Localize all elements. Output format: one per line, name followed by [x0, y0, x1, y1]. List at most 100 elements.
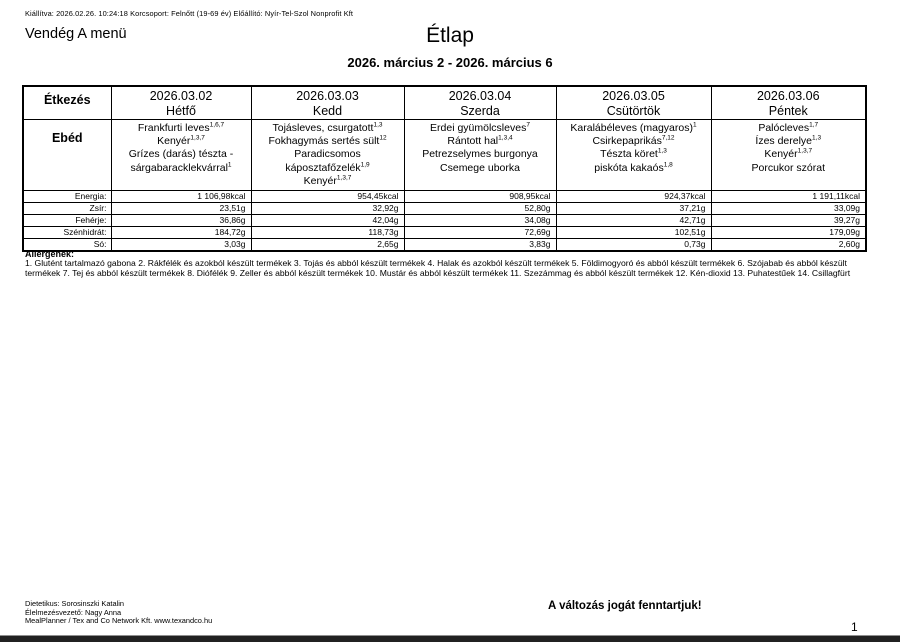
- nutrition-label: Fehérje:: [22, 214, 112, 227]
- nutrition-value-day-3: 3,83g: [403, 238, 557, 252]
- nutrition-value-day-3: 908,95kcal: [403, 190, 557, 203]
- issue-info-line: Kiállítva: 2026.02.26. 10:24:18 Korcsopo…: [25, 9, 354, 18]
- allergen-superscript: 1,3: [657, 147, 667, 155]
- nutrition-value-day-1: 3,03g: [110, 238, 252, 252]
- nutrition-value-day-2: 954,45kcal: [250, 190, 405, 203]
- dish-item: Grízes (darás) tészta - sárgabaracklekvá…: [128, 148, 234, 174]
- dish-item: Fokhagymás sertés sült12: [268, 134, 387, 148]
- dish-item: Csirkepaprikás7,12: [592, 134, 675, 148]
- day-header-2: 2026.03.03 Kedd: [250, 85, 405, 120]
- day-name: Hétfő: [166, 104, 196, 118]
- nutrition-value-day-4: 42,71g: [555, 214, 712, 227]
- change-disclaimer: A változás jogát fenntartjuk!: [548, 600, 702, 612]
- nutrition-row-4: Szénhidrát: 184,72g 118,73g 72,69g 102,51g 17…: [22, 226, 867, 239]
- dish-item: Petrezselymes burgonya: [422, 148, 538, 161]
- day-date: 2026.03.03: [296, 89, 359, 103]
- nutrition-value-day-5: 1 191,11kcal: [710, 190, 867, 203]
- nutrition-value-day-3: 34,08g: [403, 214, 557, 227]
- day-header-1: 2026.03.02 Hétfő: [110, 85, 252, 120]
- menu-name: Vendég A menü: [25, 26, 127, 42]
- dish-item: Porcukor szórat: [751, 161, 826, 174]
- day-date: 2026.03.05: [602, 89, 665, 103]
- meals-column-header: Étkezés: [22, 85, 112, 120]
- allergen-superscript: 1,6,7: [209, 121, 225, 129]
- nutrition-value-day-4: 37,21g: [555, 202, 712, 215]
- nutrition-value-day-2: 32,92g: [250, 202, 405, 215]
- lunch-cell-day-4: Karalábéleves (magyaros)1 Csirkepaprikás7…: [555, 119, 712, 191]
- day-header-5: 2026.03.06 Péntek: [710, 85, 867, 120]
- nutrition-row-2: Zsír: 23,51g 32,92g 52,80g 37,21g 33,09g: [22, 202, 867, 215]
- nutrition-label: Energia:: [22, 190, 112, 203]
- allergen-superscript: 1,3,7: [336, 174, 352, 182]
- dish-item: Rántott hal1,3,4: [447, 134, 513, 148]
- software-credit-line: MealPlanner / Tex and Co Network Kft. ww…: [25, 616, 213, 626]
- day-name: Péntek: [768, 104, 808, 118]
- nutrition-value-day-4: 0,73g: [555, 238, 712, 252]
- dish-item: Csemege uborka: [440, 161, 520, 174]
- nutrition-value-day-5: 39,27g: [710, 214, 867, 227]
- dish-item: Tojásleves, csurgatott1,3: [272, 121, 383, 134]
- nutrition-value-day-2: 2,65g: [250, 238, 405, 252]
- page-number: 1: [851, 620, 858, 634]
- lunch-cell-day-5: Palócleves1,7 Ízes derelye1,3 Kenyér1,3,7 P…: [710, 119, 867, 191]
- day-date: 2026.03.02: [149, 89, 213, 103]
- nutrition-label: Zsír:: [22, 202, 112, 215]
- day-name: Kedd: [312, 104, 343, 118]
- nutrition-value-day-4: 924,37kcal: [555, 190, 712, 203]
- allergen-superscript: 1,3,7: [797, 147, 813, 155]
- day-name: Csütörtök: [606, 104, 661, 118]
- allergen-superscript: 7,12: [661, 134, 675, 142]
- nutrition-value-day-1: 184,72g: [110, 226, 252, 239]
- day-header-4: 2026.03.05 Csütörtök: [555, 85, 712, 120]
- page-bottom-edge: [0, 635, 900, 642]
- dish-item: Kenyér1,3,7: [303, 174, 352, 187]
- dietitian-line: Dietetikus: Sorosinszki Katalin: [25, 599, 124, 608]
- nutrition-value-day-2: 42,04g: [250, 214, 405, 227]
- dish-item: piskóta kakaós1,8: [594, 161, 673, 174]
- dish-item: Paradicsomos káposztafőzelék1,9: [285, 148, 370, 174]
- nutrition-value-day-5: 2,60g: [710, 238, 867, 252]
- nutrition-label: Szénhidrát:: [22, 226, 112, 239]
- lunch-cell-day-3: Erdei gyümölcsleves7 Rántott hal1,3,4 Petr…: [403, 119, 557, 191]
- allergen-superscript: 1,7: [809, 121, 819, 129]
- menu-table: Étkezés 2026.03.02 Hétfő 2026.03.03 Kedd 202…: [22, 85, 867, 252]
- nutrition-row-5: Só: 3,03g 2,65g 3,83g 0,73g 2,60g: [22, 238, 867, 252]
- allergen-superscript: 1,3: [373, 121, 383, 129]
- lunch-row: Ebéd Frankfurti leves1,6,7 Kenyér1,3,7 Grí…: [22, 119, 867, 191]
- dish-item: Kenyér1,3,7: [157, 134, 205, 148]
- allergens-legend: 1. Glutént tartalmazó gabona 2. Rákfélék…: [25, 258, 851, 278]
- nutrition-value-day-1: 1 106,98kcal: [110, 190, 252, 203]
- dish-item: Ízes derelye1,3: [755, 134, 822, 148]
- nutrition-value-day-4: 102,51g: [555, 226, 712, 239]
- lunch-cell-day-2: Tojásleves, csurgatott1,3 Fokhagymás sert…: [250, 119, 405, 191]
- nutrition-value-day-3: 72,69g: [403, 226, 557, 239]
- dish-item: Kenyér1,3,7: [764, 147, 813, 161]
- date-range: 2026. március 2 - 2026. március 6: [347, 55, 553, 70]
- allergen-superscript: 1,3: [812, 134, 822, 142]
- day-date: 2026.03.04: [448, 89, 512, 103]
- nutrition-row-3: Fehérje: 36,86g 42,04g 34,08g 42,71g 39,27g: [22, 214, 867, 227]
- nutrition-value-day-1: 36,86g: [110, 214, 252, 227]
- lunch-cell-day-1: Frankfurti leves1,6,7 Kenyér1,3,7 Grízes (…: [110, 119, 252, 191]
- nutrition-value-day-5: 33,09g: [710, 202, 867, 215]
- dish-item: Erdei gyümölcsleves7: [430, 121, 530, 134]
- allergen-superscript: 1: [692, 121, 697, 129]
- table-header-row: Étkezés 2026.03.02 Hétfő 2026.03.03 Kedd 202…: [22, 85, 867, 120]
- allergen-superscript: 1: [227, 161, 232, 169]
- day-name: Szerda: [460, 104, 500, 118]
- day-header-3: 2026.03.04 Szerda: [403, 85, 557, 120]
- dish-item: Tészta köret1,3: [600, 147, 667, 161]
- nutrition-value-day-5: 179,09g: [710, 226, 867, 239]
- allergen-superscript: 1,3,7: [190, 134, 205, 142]
- allergen-superscript: 7: [526, 121, 530, 129]
- dish-item: Karalábéleves (magyaros)1: [570, 121, 697, 134]
- allergen-superscript: 1,3,4: [498, 134, 513, 142]
- nutrition-row-1: Energia: 1 106,98kcal 954,45kcal 908,95kcal…: [22, 190, 867, 203]
- nutrition-value-day-2: 118,73g: [250, 226, 405, 239]
- catering-manager-line: Élelmezésvezető: Nagy Anna: [25, 607, 122, 617]
- allergen-superscript: 1,8: [663, 161, 673, 169]
- day-date: 2026.03.06: [756, 89, 820, 103]
- allergen-superscript: 1,9: [360, 161, 370, 169]
- nutrition-value-day-1: 23,51g: [110, 202, 252, 215]
- nutrition-value-day-3: 52,80g: [403, 202, 557, 215]
